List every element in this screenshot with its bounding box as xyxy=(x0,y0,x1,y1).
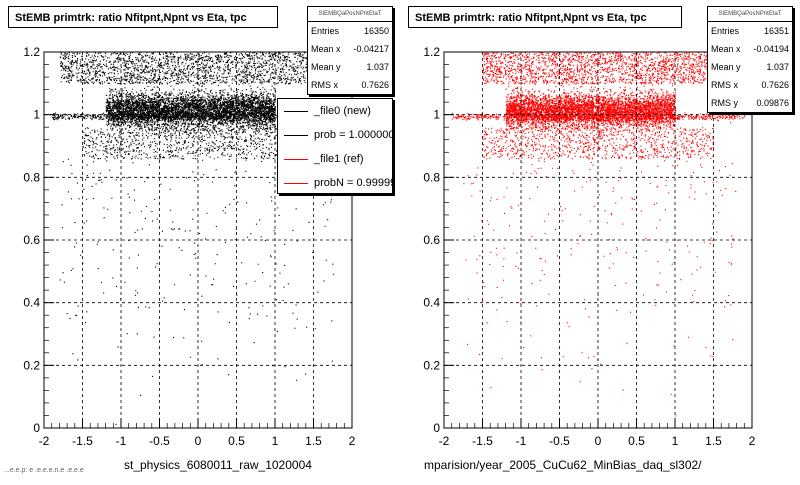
stats-value: 1.037 xyxy=(766,62,789,72)
left-scatter-chart: -2 -1.5 -1 -0.5 0 0.5 1 1.5 2 0 0.2 0.4 0.6 0.8 1 1.2 xyxy=(23,45,356,448)
stats-row: RMS x 0.7626 xyxy=(708,76,792,94)
stats-value: 16350 xyxy=(363,26,389,36)
left-x-axis-label: st_physics_6080011_raw_1020004 xyxy=(124,458,312,472)
left-stats-header: StEMBQaPosNPntEtaT xyxy=(308,7,392,22)
x-tick-label: 2 xyxy=(349,434,356,448)
y-tick-label: 0.4 xyxy=(423,296,440,310)
stats-label: Entries xyxy=(711,26,740,36)
legend-label: probN = 0.999999 xyxy=(314,177,392,189)
x-tick-label: -2 xyxy=(439,434,450,448)
x-tick-label: -1.5 xyxy=(472,434,493,448)
x-tick-label: 1.5 xyxy=(305,434,322,448)
legend-line-red xyxy=(284,182,308,184)
x-tick-label: 2 xyxy=(749,434,756,448)
y-tick-label: 1 xyxy=(433,108,440,122)
legend-label: _file1 (ref) xyxy=(314,153,364,165)
y-tick-label: 0.2 xyxy=(23,358,40,372)
x-tick-label: 1.5 xyxy=(705,434,722,448)
x-tick-label: -1 xyxy=(516,434,527,448)
stats-row: Mean y 1.037 xyxy=(708,58,792,76)
stats-label: RMS x xyxy=(711,80,738,90)
stats-label: RMS y xyxy=(711,98,738,108)
x-tick-label: 1 xyxy=(272,434,279,448)
y-tick-label: 1 xyxy=(33,108,40,122)
legend: _file0 (new) prob = 1.000000 _file1 (ref… xyxy=(277,98,393,194)
x-tick-label: 0.5 xyxy=(228,434,245,448)
stats-label: Entries xyxy=(311,26,340,36)
y-tick-label: 0.8 xyxy=(423,170,440,184)
stats-value: 0.7626 xyxy=(761,80,789,90)
stats-value: -0.04217 xyxy=(353,44,389,54)
left-plot-title: StEMB primtrk: ratio Nfitpnt,Npnt vs Eta… xyxy=(8,6,278,28)
stats-value: -0.04194 xyxy=(753,44,789,54)
x-tick-label: 0 xyxy=(195,434,202,448)
right-plot-title: StEMB primtrk: ratio Nfitpnt,Npnt vs Eta… xyxy=(408,6,682,28)
stats-row: Mean x -0.04217 xyxy=(308,40,392,58)
footer-text: ...e.e.p: e .e.e.e.n.e .e.e.e xyxy=(4,467,84,474)
stats-row: Entries 16351 xyxy=(708,22,792,40)
stats-value: 0.09876 xyxy=(756,98,789,108)
y-tick-label: 0.8 xyxy=(23,170,40,184)
stats-value: 0.7626 xyxy=(361,80,389,90)
x-tick-label: 0 xyxy=(595,434,602,448)
legend-entry: probN = 0.999999 xyxy=(278,171,392,193)
left-plot-panel: -2 -1.5 -1 -0.5 0 0.5 1 1.5 2 0 0.2 0.4 0.6 0.8 1 1.2 S… xyxy=(0,0,400,480)
stats-row: Mean x -0.04194 xyxy=(708,40,792,58)
stats-row: Entries 16350 xyxy=(308,22,392,40)
y-tick-label: 0 xyxy=(33,421,40,435)
right-scatter-chart: -2 -1.5 -1 -0.5 0 0.5 1 1.5 2 0 0.2 0.4 0.6 0.8 1 1.2 xyxy=(423,45,756,448)
stats-label: Mean y xyxy=(311,62,341,72)
stats-label: Mean x xyxy=(711,44,741,54)
legend-line-black xyxy=(284,134,308,136)
stats-row: Mean y 1.037 xyxy=(308,58,392,76)
y-tick-label: 1.2 xyxy=(23,45,40,59)
y-tick-label: 0.2 xyxy=(423,358,440,372)
y-tick-label: 0 xyxy=(433,421,440,435)
stats-value: 16351 xyxy=(763,26,789,36)
x-tick-label: -0.5 xyxy=(549,434,570,448)
right-stats-box: StEMBQaPosNPntEtaT Entries 16351 Mean x -0… xyxy=(707,6,793,113)
x-tick-label: -0.5 xyxy=(149,434,170,448)
legend-entry: _file0 (new) xyxy=(278,99,392,123)
x-tick-label: 1 xyxy=(672,434,679,448)
legend-label: _file0 (new) xyxy=(314,105,371,117)
stats-value: 1.037 xyxy=(366,62,389,72)
right-x-axis-label: mparision/year_2005_CuCu62_MinBias_daq_s… xyxy=(424,458,702,472)
legend-entry: prob = 1.000000 xyxy=(278,123,392,147)
x-tick-label: -1 xyxy=(116,434,127,448)
stats-row: RMS y 0.09876 xyxy=(708,94,792,112)
x-tick-label: -1.5 xyxy=(72,434,93,448)
y-tick-label: 1.2 xyxy=(423,45,440,59)
stats-row: RMS x 0.7626 xyxy=(308,76,392,94)
legend-line-red xyxy=(284,158,308,160)
stats-label: Mean x xyxy=(311,44,341,54)
legend-line-black xyxy=(284,110,308,112)
y-tick-label: 0.6 xyxy=(23,233,40,247)
right-plot-panel: -2 -1.5 -1 -0.5 0 0.5 1 1.5 2 0 0.2 0.4 0.6 0.8 1 1.2 S… xyxy=(400,0,800,480)
legend-label: prob = 1.000000 xyxy=(314,129,393,141)
stats-label: Mean y xyxy=(711,62,741,72)
grid xyxy=(444,52,752,428)
x-tick-label: 0.5 xyxy=(628,434,645,448)
left-stats-box: StEMBQaPosNPntEtaT Entries 16350 Mean x -0… xyxy=(307,6,393,95)
legend-entry: _file1 (ref) xyxy=(278,147,392,171)
y-tick-label: 0.6 xyxy=(423,233,440,247)
stats-label: RMS x xyxy=(311,80,338,90)
x-tick-label: -2 xyxy=(39,434,50,448)
y-tick-label: 0.4 xyxy=(23,296,40,310)
scatter-points xyxy=(451,52,746,417)
right-stats-header: StEMBQaPosNPntEtaT xyxy=(708,7,792,22)
